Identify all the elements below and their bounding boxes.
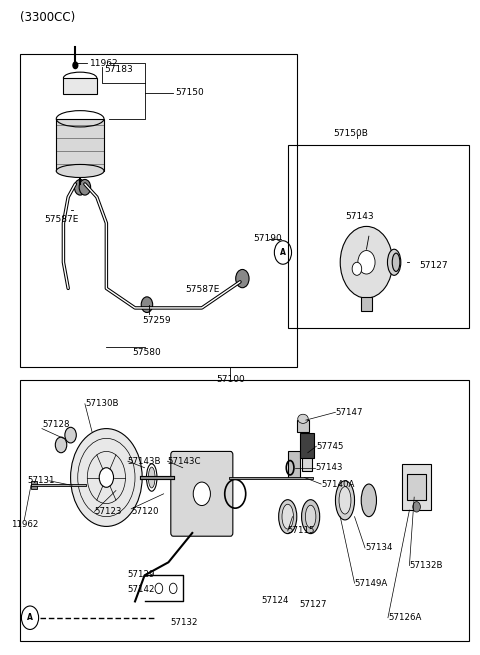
Text: 57124: 57124 [262, 595, 289, 605]
Circle shape [74, 179, 86, 195]
Text: 57130B: 57130B [85, 400, 119, 408]
Text: 57131: 57131 [28, 476, 55, 485]
Circle shape [236, 269, 249, 288]
Circle shape [413, 502, 420, 512]
Circle shape [358, 251, 375, 274]
Circle shape [73, 62, 78, 69]
Text: 57587E: 57587E [44, 215, 79, 225]
Ellipse shape [387, 250, 401, 275]
Text: 57132: 57132 [171, 618, 198, 627]
Bar [21, 380, 469, 641]
Ellipse shape [361, 484, 376, 517]
Text: 57142: 57142 [128, 585, 156, 594]
Bar [300, 433, 314, 458]
Circle shape [340, 227, 393, 298]
Text: 57580: 57580 [132, 348, 161, 357]
Text: 11962: 11962 [11, 520, 38, 529]
Bar [31, 481, 36, 489]
Circle shape [193, 482, 210, 506]
Text: 57127: 57127 [300, 600, 327, 609]
Bar [361, 297, 372, 311]
Ellipse shape [305, 505, 316, 528]
Text: 57745: 57745 [316, 441, 344, 451]
Bar [63, 78, 97, 94]
Circle shape [65, 427, 76, 443]
Ellipse shape [148, 467, 155, 488]
Ellipse shape [392, 253, 400, 271]
Text: A: A [27, 613, 33, 622]
Text: 57147: 57147 [336, 408, 363, 417]
Text: 57132B: 57132B [409, 561, 443, 570]
Bar [288, 145, 469, 328]
Circle shape [275, 241, 291, 264]
Text: 11962: 11962 [90, 59, 118, 68]
Bar [288, 451, 300, 477]
Ellipse shape [301, 500, 320, 534]
Ellipse shape [56, 164, 104, 178]
Ellipse shape [339, 487, 351, 514]
Ellipse shape [282, 504, 293, 529]
Text: 57127: 57127 [419, 261, 447, 270]
Text: 57587E: 57587E [185, 285, 219, 294]
Circle shape [169, 583, 177, 593]
Circle shape [99, 468, 114, 487]
Circle shape [352, 262, 362, 275]
Text: 57143C: 57143C [168, 457, 201, 466]
Text: 57183: 57183 [104, 66, 133, 75]
Ellipse shape [298, 414, 308, 423]
Text: 57140A: 57140A [321, 479, 355, 489]
Circle shape [71, 428, 142, 527]
Text: A: A [280, 248, 286, 257]
Text: 57150B: 57150B [333, 129, 368, 138]
Text: 57143B: 57143B [128, 457, 161, 466]
Text: 57190: 57190 [253, 234, 282, 242]
Text: 57128: 57128 [42, 420, 70, 428]
Text: 57134: 57134 [365, 544, 393, 552]
Text: (3300CC): (3300CC) [21, 11, 76, 24]
Text: 57100: 57100 [216, 375, 245, 384]
Circle shape [22, 606, 38, 629]
Bar [297, 420, 309, 432]
Circle shape [155, 583, 163, 593]
Ellipse shape [336, 481, 355, 520]
FancyBboxPatch shape [171, 451, 233, 536]
Text: 57120: 57120 [131, 507, 159, 516]
Text: 57143: 57143 [345, 212, 373, 221]
Bar [56, 119, 104, 171]
Text: 57126A: 57126A [388, 613, 421, 622]
Text: 57150: 57150 [176, 88, 204, 97]
Text: 57129: 57129 [128, 570, 155, 578]
Bar [407, 474, 426, 500]
Text: 57115: 57115 [288, 527, 315, 536]
Text: 57123: 57123 [95, 507, 122, 516]
Text: 57143: 57143 [315, 463, 343, 472]
Circle shape [55, 437, 67, 453]
Circle shape [141, 297, 153, 312]
Text: 57259: 57259 [142, 316, 171, 326]
Bar [21, 54, 297, 367]
Text: 57149A: 57149A [355, 578, 388, 588]
Bar [302, 453, 312, 471]
Ellipse shape [279, 500, 297, 534]
Circle shape [79, 179, 91, 195]
Bar [402, 464, 431, 510]
